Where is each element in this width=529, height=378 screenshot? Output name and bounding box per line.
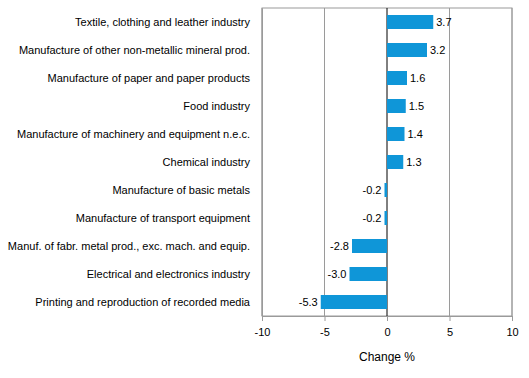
- data-label: -0.2: [363, 212, 382, 224]
- x-tick-mark: [262, 316, 263, 321]
- x-tick: 10: [506, 316, 518, 338]
- x-tick-mark: [450, 316, 451, 321]
- bar: [352, 239, 387, 253]
- x-tick-mark: [512, 316, 513, 321]
- category-label: Manufacture of transport equipment: [76, 212, 250, 224]
- x-tick: 0: [384, 316, 390, 338]
- grid-line: [324, 8, 325, 316]
- category-label: Textile, clothing and leather industry: [75, 16, 250, 28]
- data-label: -0.2: [363, 184, 382, 196]
- data-label: -3.0: [328, 268, 347, 280]
- y-axis-line: [262, 9, 263, 317]
- y-tick: Printing and reproduction of recorded me…: [35, 296, 262, 308]
- x-tick: -10: [255, 316, 271, 338]
- y-tick: Manufacture of paper and paper products: [48, 72, 262, 84]
- y-tick: Food industry: [183, 100, 262, 112]
- data-label: 1.3: [406, 156, 421, 168]
- x-axis: -10 -5 0 5 10: [255, 316, 519, 338]
- x-tick-mark: [387, 316, 388, 321]
- data-label: 1.4: [408, 128, 423, 140]
- bar: [387, 43, 427, 57]
- category-label: Manufacture of paper and paper products: [48, 72, 251, 84]
- x-tick-label: -10: [255, 326, 271, 338]
- x-tick-label: 5: [447, 326, 453, 338]
- category-label: Manuf. of fabr. metal prod., exc. mach. …: [8, 240, 250, 252]
- data-label: 1.6: [410, 72, 425, 84]
- bar: [387, 71, 407, 85]
- grid-line: [262, 8, 263, 316]
- y-tick: Manuf. of fabr. metal prod., exc. mach. …: [8, 240, 262, 252]
- data-label: 3.7: [436, 16, 451, 28]
- plot-frame: [262, 8, 512, 316]
- chart: 3.7 3.2 1.6 1.5 1.4 1.3 -0.2 -0.2 -2.8 -3.0 -5.3 -1…: [0, 0, 529, 378]
- bar: [387, 127, 405, 141]
- data-label: 3.2: [430, 44, 445, 56]
- data-labels: 3.7 3.2 1.6 1.5 1.4 1.3 -0.2 -0.2 -2.8 -3.0 -5.3: [299, 16, 452, 308]
- category-label: Food industry: [183, 100, 250, 112]
- x-tick: 5: [447, 316, 453, 338]
- plot: 3.7 3.2 1.6 1.5 1.4 1.3 -0.2 -0.2 -2.8 -3.0 -5.3 -1…: [8, 8, 519, 338]
- x-tick-label: 0: [384, 326, 390, 338]
- category-label: Printing and reproduction of recorded me…: [35, 296, 251, 308]
- category-label: Manufacture of machinery and equipment n…: [17, 128, 250, 140]
- category-label: Electrical and electronics industry: [87, 268, 251, 280]
- bars: [321, 15, 434, 309]
- y-tick: Textile, clothing and leather industry: [75, 16, 262, 28]
- category-label: Manufacture of other non-metallic minera…: [19, 44, 250, 56]
- x-tick-label: 10: [506, 326, 518, 338]
- bar: [385, 211, 388, 225]
- grid-line: [449, 8, 450, 316]
- y-tick: Chemical industry: [163, 156, 262, 168]
- y-tick: Electrical and electronics industry: [87, 268, 262, 280]
- bar: [387, 155, 403, 169]
- category-label: Chemical industry: [163, 156, 251, 168]
- bar: [387, 99, 406, 113]
- grid: [262, 8, 512, 316]
- data-label: -2.8: [330, 240, 349, 252]
- grid-line: [512, 8, 513, 316]
- bar: [387, 15, 433, 29]
- y-tick: Manufacture of transport equipment: [76, 212, 262, 224]
- bar: [385, 183, 388, 197]
- x-axis-line: [263, 317, 513, 322]
- x-axis-title: Change %: [359, 350, 415, 364]
- category-label: Manufacture of basic metals: [112, 184, 250, 196]
- y-tick: Manufacture of machinery and equipment n…: [17, 128, 262, 140]
- x-tick-label: -5: [320, 326, 330, 338]
- x-tick-mark: [325, 316, 326, 321]
- y-tick: Manufacture of other non-metallic minera…: [19, 44, 262, 56]
- data-label: 1.5: [409, 100, 424, 112]
- x-tick: -5: [320, 316, 330, 338]
- y-tick: Manufacture of basic metals: [112, 184, 262, 196]
- bar: [350, 267, 388, 281]
- y-axis: Textile, clothing and leather industry Ma…: [8, 9, 263, 317]
- bar: [321, 295, 387, 309]
- data-label: -5.3: [299, 296, 318, 308]
